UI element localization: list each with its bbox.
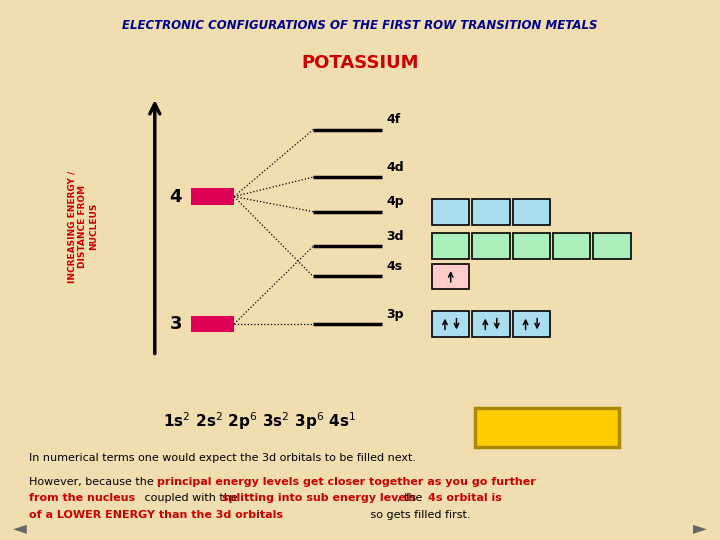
Text: However, because the: However, because the xyxy=(29,477,157,487)
Text: ‘Aufbau’
Principle: ‘Aufbau’ Principle xyxy=(520,417,575,438)
Text: of a LOWER ENERGY than the 3d orbitals: of a LOWER ENERGY than the 3d orbitals xyxy=(29,510,283,520)
Text: coupled with the: coupled with the xyxy=(141,494,241,503)
Text: from the nucleus: from the nucleus xyxy=(29,494,135,503)
Text: POTASSIUM: POTASSIUM xyxy=(301,54,419,72)
Text: 4f: 4f xyxy=(387,113,401,126)
Text: splitting into sub energy levels: splitting into sub energy levels xyxy=(222,494,416,503)
Text: 4p: 4p xyxy=(387,195,404,208)
Text: 3p: 3p xyxy=(387,308,404,321)
Bar xyxy=(472,199,510,225)
Bar xyxy=(432,233,469,259)
Text: 3d: 3d xyxy=(387,230,404,243)
Bar xyxy=(191,188,234,205)
Bar xyxy=(553,233,590,259)
Bar xyxy=(513,311,550,337)
Bar xyxy=(432,311,469,337)
Bar xyxy=(472,311,510,337)
Bar xyxy=(593,233,631,259)
Text: 4d: 4d xyxy=(387,161,404,174)
Text: , the: , the xyxy=(397,494,426,503)
Text: ◄: ◄ xyxy=(13,519,27,537)
Bar xyxy=(475,408,619,447)
Text: INCREASING ENERGY /
DISTANCE FROM
NUCLEUS: INCREASING ENERGY / DISTANCE FROM NUCLEU… xyxy=(68,171,98,283)
Text: In numerical terms one would expect the 3d orbitals to be filled next.: In numerical terms one would expect the … xyxy=(29,453,416,463)
Text: so gets filled first.: so gets filled first. xyxy=(367,510,471,520)
Bar xyxy=(432,264,469,289)
Text: 4: 4 xyxy=(170,187,182,206)
Bar xyxy=(513,233,550,259)
Text: principal energy levels get closer together as you go further: principal energy levels get closer toget… xyxy=(157,477,536,487)
Text: 4s orbital is: 4s orbital is xyxy=(428,494,502,503)
Text: 1s$^2$ 2s$^2$ 2p$^6$ 3s$^2$ 3p$^6$ 4s$^1$: 1s$^2$ 2s$^2$ 2p$^6$ 3s$^2$ 3p$^6$ 4s$^1… xyxy=(163,410,356,432)
Text: ELECTRONIC CONFIGURATIONS OF THE FIRST ROW TRANSITION METALS: ELECTRONIC CONFIGURATIONS OF THE FIRST R… xyxy=(122,19,598,32)
Bar xyxy=(432,199,469,225)
Text: ►: ► xyxy=(693,519,707,537)
Bar xyxy=(191,316,234,332)
Bar xyxy=(513,199,550,225)
Text: 3: 3 xyxy=(170,315,182,333)
Text: 4s: 4s xyxy=(387,260,402,273)
Bar xyxy=(472,233,510,259)
